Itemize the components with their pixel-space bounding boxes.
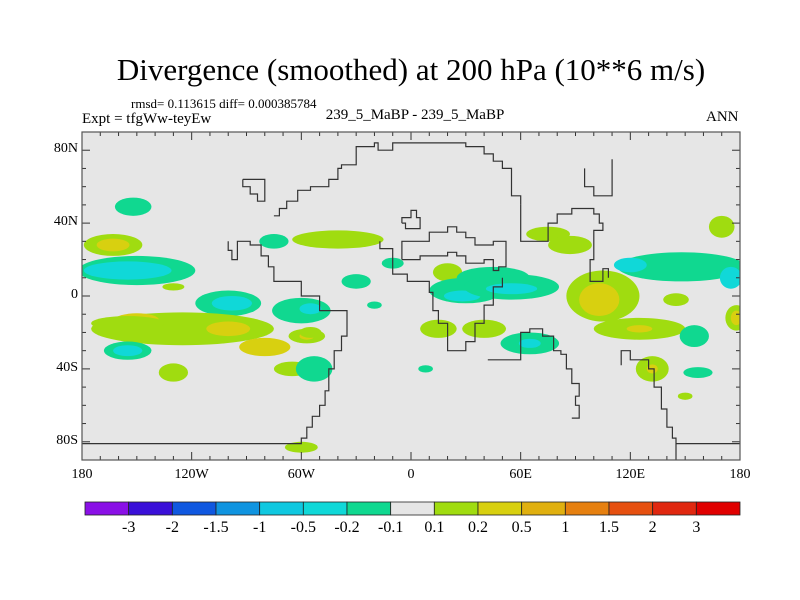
plot-background: [82, 132, 740, 460]
neg-band: [485, 283, 538, 295]
pos-blob: [432, 263, 463, 282]
y-tick-label: 40N: [53, 214, 78, 230]
colorbar-label: -2: [165, 519, 179, 536]
neg-blob: [341, 274, 371, 289]
colorbar-swatch: [433, 501, 479, 516]
colorbar-label: 0.1: [424, 519, 445, 536]
pos-blob: [96, 238, 130, 252]
x-tick-label: 60W: [287, 467, 315, 482]
neg-blob: [679, 325, 709, 348]
pos-blob: [91, 316, 165, 331]
stats-label: rmsd= 0.113615 diff= 0.000385784: [131, 96, 317, 111]
colorbar-swatch: [477, 501, 523, 516]
x-tick-label: 180: [71, 467, 93, 482]
colorbar-swatch: [608, 501, 654, 516]
y-tick-label: 80S: [56, 432, 78, 448]
colorbar-label: -3: [121, 519, 136, 536]
chart-title: Divergence (smoothed) at 200 hPa (10**6 …: [116, 52, 706, 87]
colorbar-swatch: [259, 501, 304, 516]
colorbar-swatch: [84, 501, 130, 516]
colorbar-label: 2: [648, 519, 657, 536]
colorbar-swatch: [652, 501, 697, 516]
neg-blob: [295, 356, 333, 382]
colorbar-label: 0.2: [468, 519, 488, 536]
coastline: [401, 209, 421, 230]
x-tick-label: 180: [729, 467, 751, 482]
neg-blob: [683, 367, 713, 378]
contour-fills: [82, 197, 740, 453]
colorbar-swatch: [215, 501, 261, 516]
colorbar-label: -1.5: [203, 519, 229, 536]
neg-blob: [613, 257, 647, 273]
x-tick-label: 120W: [174, 467, 209, 482]
coastline: [379, 241, 503, 352]
neg-blob: [418, 365, 433, 373]
y-tick-label: 80N: [53, 141, 78, 157]
colorbar-label: 1.5: [599, 519, 619, 536]
neg-band: [83, 261, 172, 280]
coastline: [487, 328, 580, 419]
colorbar-swatch: [171, 501, 217, 516]
pos-blob: [677, 392, 693, 400]
pos-blob: [206, 321, 251, 337]
x-tick-label: 0: [407, 467, 415, 482]
colorbar-swatch: [521, 501, 566, 516]
coastline: [583, 159, 613, 197]
colorbar-label: -0.2: [334, 519, 360, 536]
pos-blob: [158, 363, 189, 382]
neg-blob: [211, 296, 252, 311]
coastline: [273, 142, 522, 217]
colorbar-label: -0.5: [290, 519, 316, 536]
coastline: [620, 350, 677, 460]
coastline: [520, 204, 610, 282]
colorbar-swatch: [390, 501, 435, 516]
coastline: [242, 178, 266, 202]
colorbar-label: 3: [692, 519, 701, 536]
pos-blob: [579, 283, 620, 317]
pos-blob: [708, 215, 735, 238]
pos-band: [292, 230, 384, 249]
continent-outlines: [82, 142, 740, 460]
pos-blob: [299, 326, 322, 338]
pos-blob: [663, 293, 689, 307]
colorbar-swatch: [695, 501, 741, 516]
y-tick-label: 0: [71, 287, 78, 302]
coastline: [82, 240, 348, 445]
colorbar: [84, 501, 741, 516]
experiment-label: Expt = tfgWw-teyEw: [82, 111, 212, 127]
season-label: ANN: [706, 109, 739, 125]
colorbar-swatch: [564, 501, 610, 516]
coastline: [401, 226, 507, 272]
pos-blob: [626, 325, 653, 333]
colorbar-label: 0.5: [511, 519, 532, 536]
colorbar-swatch: [346, 501, 392, 516]
neg-blob: [113, 345, 143, 357]
x-tick-label: 120E: [615, 467, 646, 482]
pos-blob: [162, 283, 185, 291]
pos-blob: [284, 441, 318, 453]
neg-blob: [299, 303, 322, 315]
neg-blob: [259, 234, 289, 249]
pos-blob: [548, 235, 592, 255]
neg-blob: [719, 266, 740, 289]
pos-blob: [462, 319, 507, 338]
y-tick-label: 40S: [56, 359, 78, 375]
plot-frame: [81, 131, 741, 461]
colorbar-swatch: [128, 501, 173, 516]
colorbar-label: -0.1: [377, 519, 404, 536]
x-tick-label: 60E: [509, 467, 532, 482]
colorbar-label: -1: [252, 519, 267, 536]
neg-band: [617, 252, 740, 282]
colorbar-label: 1: [561, 519, 570, 536]
pos-blob: [239, 337, 291, 357]
neg-blob: [114, 197, 152, 216]
neg-blob: [518, 338, 541, 348]
neg-blob: [367, 301, 382, 309]
case-label: 239_5_MaBP - 239_5_MaBP: [325, 107, 505, 123]
colorbar-swatch: [302, 501, 348, 516]
